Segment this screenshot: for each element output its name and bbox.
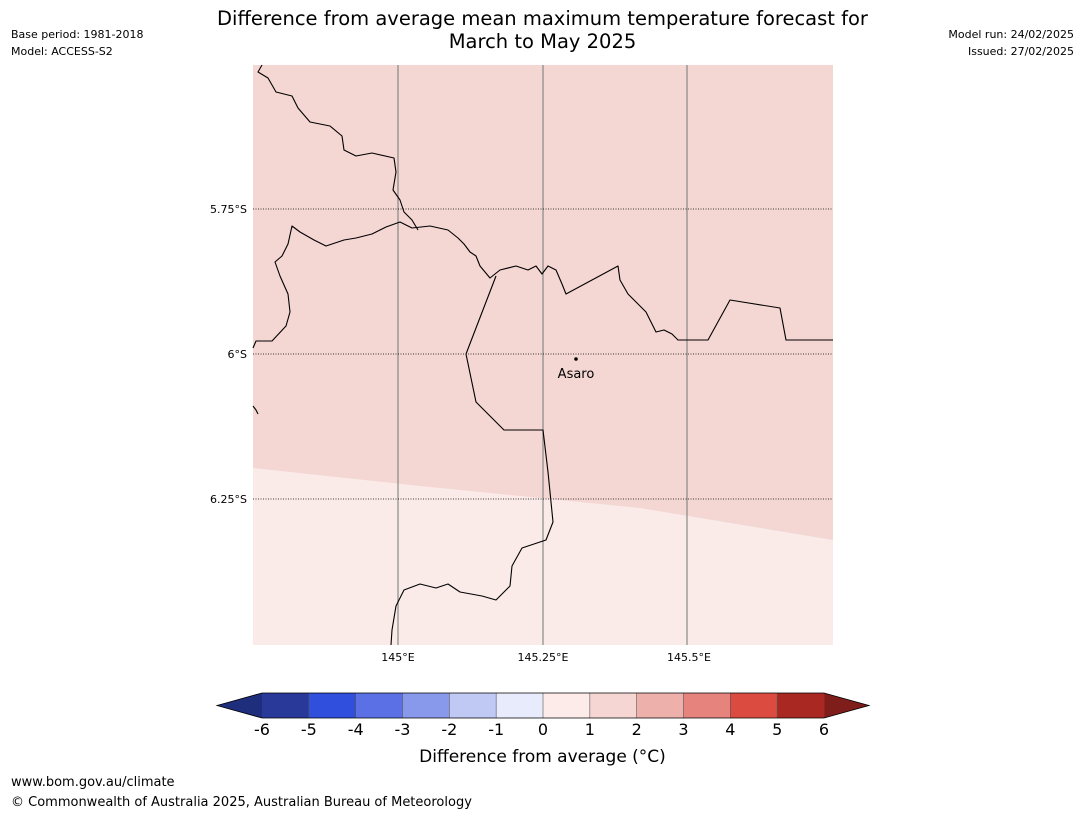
colorbar-outline xyxy=(215,692,871,719)
colorbar-segment xyxy=(355,693,403,718)
colorbar-extend-low xyxy=(217,693,262,718)
title-line-1: Difference from average mean maximum tem… xyxy=(217,7,868,30)
colorbar-segment xyxy=(449,693,497,718)
colorbar-tick-label: 0 xyxy=(538,720,548,739)
colorbar-segment xyxy=(683,693,731,718)
colorbar-tick-label: -5 xyxy=(301,720,317,739)
colorbar-segment xyxy=(589,693,638,718)
colorbar-segment xyxy=(308,693,357,718)
colorbar-segment xyxy=(402,693,450,718)
map-panel: Asaro 5.75°S 6°S 6.25°S 145°E 145.25°E 1… xyxy=(210,64,833,664)
colorbar-segment xyxy=(777,693,825,718)
lat-label-6-25: 6.25°S xyxy=(210,493,247,506)
lon-label-145-5: 145.5°E xyxy=(667,651,711,664)
colorbar-tick-label: -1 xyxy=(488,720,504,739)
base-period-text: Base period: 1981-2018 xyxy=(11,28,144,41)
colorbar: -6 -5 -4 -3 -2 -1 0 1 2 3 4 5 6 xyxy=(215,692,871,739)
colorbar-tick-label: 4 xyxy=(725,720,735,739)
lon-label-145: 145°E xyxy=(381,651,414,664)
colorbar-tick-label: 1 xyxy=(585,720,595,739)
colorbar-extend-high xyxy=(824,693,869,718)
boundary-line-west-tick xyxy=(252,405,259,415)
boundary-line-north xyxy=(257,64,419,231)
boundary-line-central xyxy=(252,221,833,349)
footer-copyright: © Commonwealth of Australia 2025, Austra… xyxy=(11,795,472,810)
colorbar-tick-label: 5 xyxy=(772,720,782,739)
lon-label-145-25: 145.25°E xyxy=(518,651,569,664)
colorbar-tick-label: 6 xyxy=(819,720,829,739)
colorbar-tick-label: 2 xyxy=(632,720,642,739)
colorbar-segment xyxy=(496,693,544,718)
model-run-text: Model run: 24/02/2025 xyxy=(948,28,1074,41)
metadata-right: Model run: 24/02/2025 Issued: 27/02/2025 xyxy=(948,26,1074,60)
colorbar-tick-label: -4 xyxy=(348,720,364,739)
colorbar-label: Difference from average (°C) xyxy=(419,747,666,767)
colorbar-tick-label: -6 xyxy=(254,720,270,739)
footer-url: www.bom.gov.au/climate xyxy=(11,775,175,790)
colorbar-segment xyxy=(543,693,591,718)
lat-label-6: 6°S xyxy=(228,348,247,361)
metadata-left: Base period: 1981-2018 Model: ACCESS-S2 xyxy=(11,26,143,60)
colorbar-segment xyxy=(262,693,310,718)
chart-title: Difference from average mean maximum tem… xyxy=(0,7,1085,53)
colorbar-tick-label: 3 xyxy=(678,720,688,739)
boundary-line-southern xyxy=(390,275,554,646)
asaro-label: Asaro xyxy=(558,367,595,382)
asaro-marker xyxy=(574,357,578,361)
colorbar-segment xyxy=(636,693,684,718)
colorbar-tick-label: -2 xyxy=(441,720,457,739)
lat-label-5-75: 5.75°S xyxy=(210,203,247,216)
colorbar-segment xyxy=(730,693,778,718)
title-line-2: March to May 2025 xyxy=(448,30,637,53)
issued-text: Issued: 27/02/2025 xyxy=(967,45,1074,58)
model-text: Model: ACCESS-S2 xyxy=(11,45,113,58)
colorbar-tick-label: -3 xyxy=(395,720,411,739)
